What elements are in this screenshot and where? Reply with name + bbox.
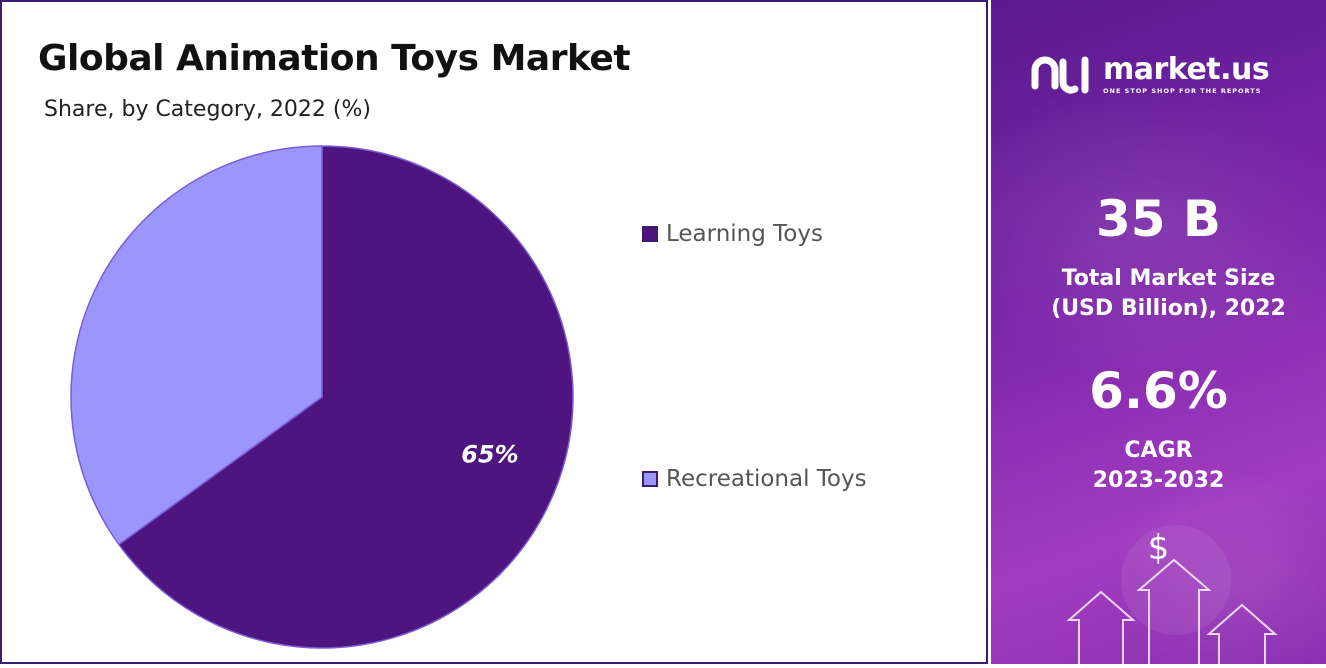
legend-item-learning-toys: Learning Toys <box>642 221 823 247</box>
data-label-learning-toys: 65% <box>461 441 518 469</box>
brand-tagline: ONE STOP SHOP FOR THE REPORTS <box>1103 87 1262 95</box>
pie-slice-learning-toys <box>117 145 574 649</box>
info-panel: $ market.us ONE STOP SHOP FOR THE REPORT… <box>991 0 1326 664</box>
chart-title: Global Animation Toys Market <box>38 38 631 79</box>
cagr-label-2: 2023-2032 <box>1092 468 1225 493</box>
cagr-value: 6.6% <box>1089 362 1228 420</box>
brand-logo: market.us ONE STOP SHOP FOR THE REPORTS <box>1031 52 1270 98</box>
legend-item-recreational-toys: Recreational Toys <box>642 466 867 492</box>
legend-label-recreational-toys: Recreational Toys <box>666 466 867 492</box>
brand-name: market.us <box>1103 52 1270 87</box>
arrow-up-icon-center <box>1136 558 1212 664</box>
market-us-logo-icon <box>1031 56 1089 94</box>
legend-label-learning-toys: Learning Toys <box>666 221 823 247</box>
pie-slice-recreational-toys <box>70 145 323 546</box>
market-size-label-1: Total Market Size <box>1061 266 1276 291</box>
chart-subtitle: Share, by Category, 2022 (%) <box>44 97 371 122</box>
dollar-icon: $ <box>1147 528 1170 568</box>
arrow-up-icon-right <box>1206 603 1278 664</box>
chart-panel: Global Animation Toys Market Share, by C… <box>0 0 988 664</box>
cagr-label-1: CAGR <box>1124 438 1193 463</box>
market-size-value: 35 B <box>1095 190 1222 248</box>
arrow-up-icon-left <box>1066 590 1136 664</box>
pie-chart: 65% <box>70 145 574 649</box>
decorative-arrows <box>1066 525 1278 664</box>
market-size-label-2: (USD Billion), 2022 <box>1051 296 1286 321</box>
legend-swatch-learning-toys <box>642 226 658 242</box>
legend-swatch-recreational-toys <box>642 471 658 487</box>
